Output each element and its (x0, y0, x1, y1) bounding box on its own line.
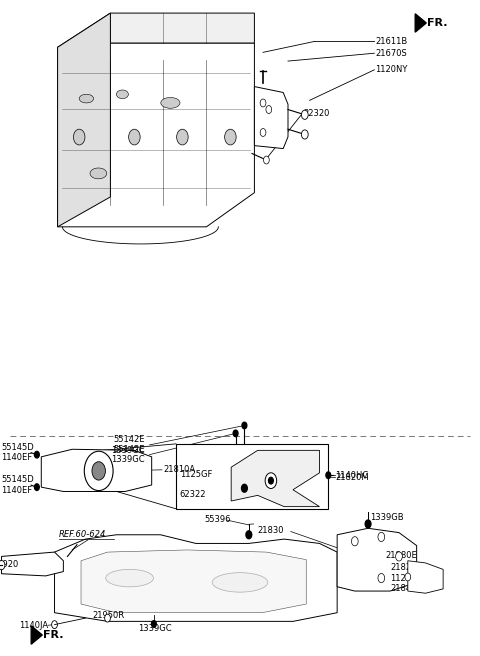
Circle shape (268, 478, 273, 484)
Circle shape (35, 451, 39, 458)
Text: 21950R: 21950R (92, 611, 124, 621)
Circle shape (233, 430, 238, 437)
Text: 1123LJ: 1123LJ (257, 109, 286, 118)
Circle shape (378, 533, 384, 541)
Circle shape (241, 484, 247, 492)
Circle shape (260, 99, 266, 107)
Ellipse shape (161, 98, 180, 108)
Text: FR.: FR. (427, 18, 448, 28)
Polygon shape (58, 43, 254, 227)
Text: 21810A: 21810A (163, 465, 195, 474)
Circle shape (365, 520, 371, 528)
Polygon shape (1, 552, 63, 576)
Text: FR.: FR. (43, 630, 64, 640)
Text: 1339GC: 1339GC (138, 624, 172, 633)
Polygon shape (58, 13, 110, 227)
Text: 21821D
1124AA
21844: 21821D 1124AA 21844 (390, 563, 423, 593)
Text: 21880E: 21880E (386, 551, 418, 560)
Circle shape (326, 472, 331, 478)
Circle shape (225, 129, 236, 145)
Circle shape (264, 156, 269, 164)
Polygon shape (81, 550, 306, 613)
Text: 62322: 62322 (180, 490, 206, 499)
Polygon shape (415, 14, 426, 32)
Circle shape (396, 552, 402, 561)
Circle shape (266, 106, 272, 113)
Polygon shape (408, 561, 443, 593)
Text: 1125GF: 1125GF (180, 470, 212, 479)
Text: 21920: 21920 (0, 560, 19, 569)
Text: 1140JA: 1140JA (19, 621, 48, 630)
Text: 21670S: 21670S (375, 49, 407, 58)
Text: REF.60-624: REF.60-624 (59, 530, 106, 539)
Polygon shape (231, 450, 320, 506)
Text: 55145D
1140EF: 55145D 1140EF (1, 476, 34, 495)
Circle shape (52, 621, 58, 628)
Circle shape (35, 484, 39, 491)
Circle shape (405, 573, 411, 581)
Circle shape (242, 422, 247, 429)
Circle shape (129, 129, 140, 145)
Circle shape (246, 531, 252, 539)
Text: 55145D
1140EF: 55145D 1140EF (1, 443, 34, 462)
Polygon shape (31, 626, 42, 644)
Polygon shape (55, 535, 337, 621)
Bar (176, 444, 328, 509)
Circle shape (73, 129, 85, 145)
Ellipse shape (117, 90, 129, 98)
Circle shape (177, 129, 188, 145)
Polygon shape (254, 87, 288, 148)
Circle shape (301, 130, 308, 139)
Circle shape (351, 537, 358, 546)
Circle shape (0, 560, 5, 569)
Circle shape (152, 621, 156, 627)
Text: 21611B: 21611B (375, 37, 408, 46)
Text: 55142E
1339GC: 55142E 1339GC (111, 435, 145, 455)
Text: 55142E
1339GC: 55142E 1339GC (111, 445, 145, 464)
Polygon shape (337, 528, 417, 591)
Circle shape (260, 129, 266, 136)
Text: 22320: 22320 (303, 109, 330, 118)
Text: 1339GB: 1339GB (371, 512, 404, 522)
Ellipse shape (79, 94, 94, 103)
Polygon shape (41, 449, 152, 491)
Ellipse shape (212, 573, 268, 592)
Circle shape (105, 614, 110, 622)
Circle shape (301, 110, 308, 119)
Ellipse shape (106, 569, 154, 587)
Ellipse shape (90, 168, 107, 179)
Polygon shape (58, 13, 254, 77)
Text: 1140HC: 1140HC (336, 471, 369, 480)
Text: 55396: 55396 (204, 515, 231, 524)
Circle shape (92, 462, 106, 480)
Text: 1120NY: 1120NY (375, 66, 408, 74)
Circle shape (265, 473, 276, 489)
Text: 21830: 21830 (258, 526, 284, 535)
Circle shape (84, 451, 113, 491)
Text: 21820M: 21820M (336, 473, 369, 482)
Circle shape (378, 573, 384, 583)
